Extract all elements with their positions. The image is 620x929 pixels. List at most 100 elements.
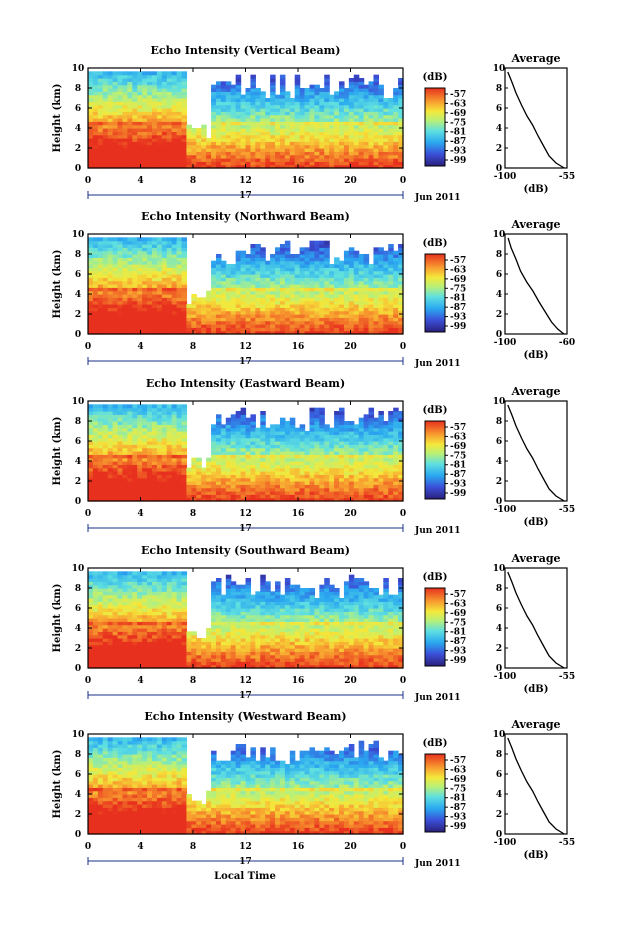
heatmap-cell [127, 260, 133, 265]
heatmap-cell [156, 434, 163, 439]
heatmap-cell [304, 464, 311, 469]
heatmap-cell [127, 121, 133, 126]
heatmap-cell [319, 264, 325, 268]
heatmap-cell [220, 304, 227, 308]
heatmap-cell [388, 491, 394, 495]
heatmap-cell [132, 441, 138, 445]
heatmap-cell [215, 144, 222, 149]
heatmap-cell [358, 128, 365, 132]
heatmap-cell [127, 317, 133, 322]
colorbar-tick-label: -69 [450, 275, 466, 285]
heatmap-cell [97, 78, 104, 82]
heatmap-cell [122, 284, 128, 288]
heatmap-cell [329, 118, 335, 122]
heatmap-cell [240, 454, 247, 459]
heatmap-cell [329, 300, 335, 305]
heatmap-cell [299, 444, 306, 449]
heatmap-cell [289, 121, 296, 126]
heatmap-cell [343, 151, 350, 156]
heatmap-cell [215, 294, 222, 298]
heatmap-cell [373, 304, 379, 308]
heatmap-cell [142, 250, 148, 255]
heatmap-cell [294, 74, 301, 79]
heatmap-cell [122, 437, 128, 442]
heatmap-cell [304, 447, 311, 452]
heatmap-cell [147, 431, 153, 435]
heatmap-cell [176, 240, 183, 245]
heatmap-cell [363, 161, 370, 166]
heatmap-cell [348, 84, 355, 89]
heatmap-cell [112, 121, 119, 126]
heatmap-cell [92, 414, 99, 419]
heatmap-cell [304, 481, 311, 485]
heatmap-cell [324, 267, 330, 272]
heatmap-cell [137, 497, 143, 502]
heatmap-cell [383, 124, 389, 129]
heatmap-cell [353, 327, 360, 332]
heatmap-cell [166, 141, 173, 146]
heatmap-cell [309, 474, 315, 479]
heatmap-cell [92, 94, 99, 99]
heatmap-cell [156, 111, 163, 116]
heatmap-cell [142, 121, 148, 126]
heatmap-cell [294, 290, 301, 295]
heatmap-cell [334, 421, 340, 425]
heatmap-cell [122, 324, 128, 328]
profile-title: Average [510, 52, 560, 65]
heatmap-cell [358, 314, 365, 318]
heatmap-cell [393, 454, 399, 459]
heatmap-cell [250, 290, 256, 295]
heatmap-cell [211, 310, 217, 315]
heatmap-cell [137, 141, 143, 146]
heatmap-cell [279, 457, 286, 462]
heatmap-cell [398, 467, 404, 472]
heatmap-cell [284, 481, 291, 485]
heatmap-cell [161, 254, 168, 258]
heatmap-cell [171, 324, 178, 328]
heatmap-cell [230, 274, 237, 278]
heatmap-cell [156, 474, 163, 479]
heatmap-cell [294, 81, 301, 86]
heatmap-cell [142, 74, 148, 79]
heatmap-cell [166, 124, 173, 129]
heatmap-cell [304, 270, 311, 275]
heatmap-cell [339, 441, 345, 445]
heatmap-cell [215, 164, 222, 169]
heatmap-cell [122, 477, 128, 482]
heatmap-cell [270, 74, 276, 79]
heatmap-cell [329, 104, 335, 109]
heatmap-cell [137, 464, 143, 469]
heatmap-cell [161, 404, 168, 409]
heatmap-cell [255, 320, 261, 325]
heatmap-cell [240, 114, 247, 119]
heatmap-cell [127, 124, 133, 129]
heatmap-cell [122, 148, 128, 152]
heatmap-cell [348, 128, 355, 132]
heatmap-cell [373, 441, 379, 445]
heatmap-cell [107, 441, 114, 445]
heatmap-cell [156, 471, 163, 475]
heatmap-cell [309, 128, 315, 132]
heatmap-cell [348, 270, 355, 275]
heatmap-cell [373, 454, 379, 459]
heatmap-cell [309, 431, 315, 435]
heatmap-cell [398, 108, 404, 112]
heatmap-cell [235, 431, 242, 435]
profile-y-tick-label: 0 [496, 330, 502, 340]
heatmap-cell [181, 118, 188, 122]
heatmap-cell [117, 270, 124, 275]
heatmap-cell [235, 267, 242, 272]
heatmap-cell [181, 164, 188, 169]
heatmap-cell [97, 158, 104, 162]
heatmap-cell [176, 101, 183, 106]
heatmap-cell [235, 88, 242, 92]
heatmap-cell [171, 244, 178, 248]
heatmap-cell [112, 74, 119, 79]
heatmap-cell [156, 277, 163, 282]
heatmap-cell [388, 487, 394, 492]
heatmap-cell [147, 118, 153, 122]
heatmap-cell [275, 274, 281, 278]
heatmap-cell [137, 290, 143, 295]
heatmap-cell [117, 464, 124, 469]
heatmap-cell [358, 121, 365, 126]
